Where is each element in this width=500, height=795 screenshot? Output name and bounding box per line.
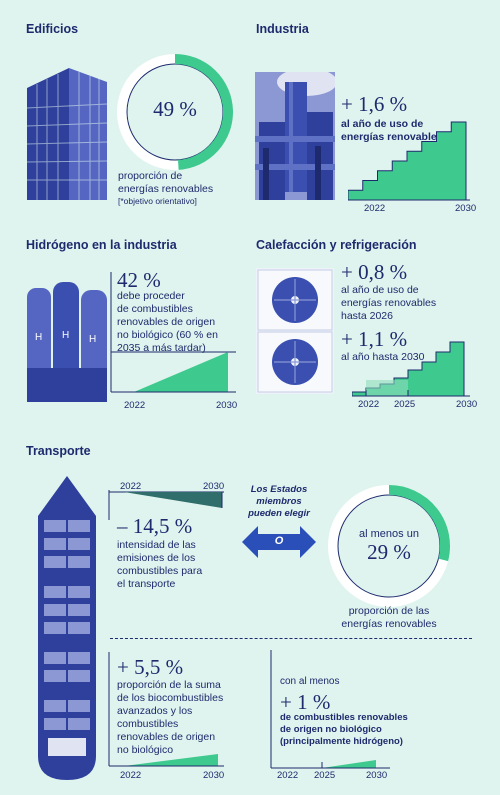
heat-pump-photo [256, 268, 334, 394]
hydrogen-tanks-photo: H H H [27, 268, 107, 402]
section-title-transport: Transporte [26, 444, 91, 458]
section-title-buildings: Edificios [26, 22, 79, 36]
heating-caption-1: al año de uso de energías renovables has… [341, 284, 437, 322]
building-photo [27, 68, 107, 200]
heating-x-start: 2022 [358, 399, 380, 410]
industry-x-end: 2030 [455, 203, 477, 214]
rfnbo-prefix: con al menos [280, 676, 340, 687]
container-ship-photo [34, 476, 100, 780]
rfnbo-x-mid: 2025 [314, 770, 336, 781]
biofuels-x-end: 2030 [203, 770, 225, 781]
transport-share-caption: proporción de las energías renovables [341, 605, 437, 630]
member-states-choice-label: Los Estados miembros pueden elegir [248, 484, 310, 519]
transport-share-percent: 29 % [367, 540, 411, 564]
industry-x-start: 2022 [364, 203, 386, 214]
buildings-donut [117, 54, 233, 170]
transport-share-donut [328, 485, 450, 607]
intensity-x-start: 2022 [120, 481, 142, 492]
svg-text:H: H [35, 332, 42, 343]
rfnbo-x-start: 2022 [277, 770, 299, 781]
rfnbo-ramp-chart [270, 650, 390, 769]
industry-steps-area [348, 121, 467, 201]
double-arrow-icon [242, 526, 316, 558]
heating-x-end: 2030 [456, 399, 478, 410]
hydrogen-x-end: 2030 [216, 400, 238, 411]
heating-value-2: + 1,1 % [341, 327, 408, 351]
heating-caption-2: al año hasta 2030 [341, 351, 425, 363]
intensity-reduction-area [124, 492, 222, 508]
buildings-percent: 49 % [153, 97, 197, 121]
intensity-wedge-chart [108, 490, 224, 520]
industry-step-chart [348, 121, 470, 201]
rfnbo-caption: de combustibles renovables de origen no … [280, 712, 408, 747]
factory-photo [255, 72, 335, 200]
buildings-caption: proporción de energías renovables [118, 170, 214, 195]
rfnbo-x-end: 2030 [366, 770, 388, 781]
hydrogen-caption: debe proceder de combustibles renovables… [117, 290, 218, 354]
hydrogen-x-start: 2022 [124, 400, 146, 411]
section-title-heating: Calefacción y refrigeración [256, 238, 417, 252]
rfnbo-value: + 1 % [280, 690, 331, 714]
hydrogen-ramp-area [134, 352, 228, 392]
intensity-caption: intensidad de las emisiones de los combu… [117, 539, 203, 590]
hydrogen-value: 42 % [117, 268, 161, 292]
transport-divider [110, 638, 472, 639]
buildings-donut-segment [174, 54, 233, 170]
biofuels-ramp-chart [108, 652, 224, 767]
biofuels-caption: proporción de la suma de los biocombusti… [117, 679, 224, 756]
heating-first-period [366, 380, 408, 396]
intensity-value: – 14,5 % [117, 514, 193, 538]
biofuels-value: + 5,5 % [117, 655, 184, 679]
svg-text:H: H [62, 330, 69, 341]
section-title-hydrogen: Hidrógeno en la industria [26, 238, 177, 252]
transport-share-prefix: al menos un [359, 528, 419, 540]
buildings-note: [*objetivo orientativo] [118, 196, 197, 206]
biofuels-ramp-area [124, 754, 218, 766]
transport-share-donut-segment [388, 485, 450, 562]
heating-step-chart [352, 341, 470, 397]
section-title-industry: Industria [256, 22, 309, 36]
or-label: O [274, 535, 284, 547]
svg-text:H: H [89, 334, 96, 345]
heating-x-mid: 2025 [394, 399, 416, 410]
rfnbo-ramp-area [322, 760, 376, 768]
heating-value-1: + 0,8 % [341, 260, 408, 284]
hydrogen-ramp-chart [110, 272, 236, 393]
industry-value: + 1,6 % [341, 92, 408, 116]
industry-caption: al año de uso de energías renovables [341, 118, 443, 143]
intensity-x-end: 2030 [203, 481, 225, 492]
biofuels-x-start: 2022 [120, 770, 142, 781]
